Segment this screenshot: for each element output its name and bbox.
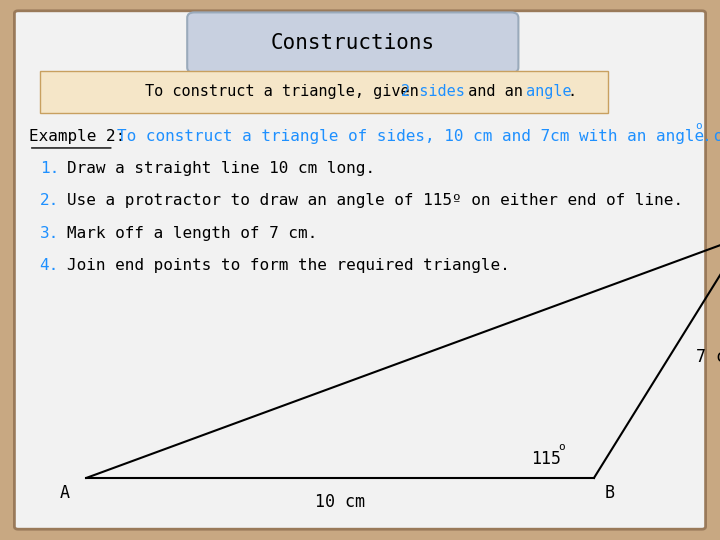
Text: Mark off a length of 7 cm.: Mark off a length of 7 cm. [67,226,318,241]
Text: Draw a straight line 10 cm long.: Draw a straight line 10 cm long. [67,161,375,176]
FancyBboxPatch shape [187,12,518,73]
Text: 2 sides: 2 sides [402,84,465,99]
Text: o: o [695,122,702,131]
Text: Example 2:: Example 2: [29,129,125,144]
Text: 4.: 4. [40,258,59,273]
Text: Use a protractor to draw an angle of 115º on either end of line.: Use a protractor to draw an angle of 115… [67,193,683,208]
Text: 2.: 2. [40,193,59,208]
Text: Join end points to form the required triangle.: Join end points to form the required tri… [67,258,510,273]
Text: B: B [605,484,615,502]
Text: 7 cm: 7 cm [696,348,720,366]
Text: angle: angle [526,84,571,99]
Text: .: . [567,84,576,99]
Text: 1.: 1. [40,161,59,176]
Text: Constructions: Constructions [271,32,435,53]
Text: 115: 115 [531,450,561,468]
Text: and an: and an [459,84,532,99]
Text: 10 cm: 10 cm [315,493,365,511]
Text: o: o [559,442,565,452]
Text: To construct a triangle, given: To construct a triangle, given [145,84,428,99]
Text: .: . [701,129,711,144]
FancyBboxPatch shape [40,71,608,113]
Text: To construct a triangle of sides, 10 cm and 7cm with an angle of 115: To construct a triangle of sides, 10 cm … [117,129,720,144]
Text: 3.: 3. [40,226,59,241]
Text: A: A [60,484,70,502]
